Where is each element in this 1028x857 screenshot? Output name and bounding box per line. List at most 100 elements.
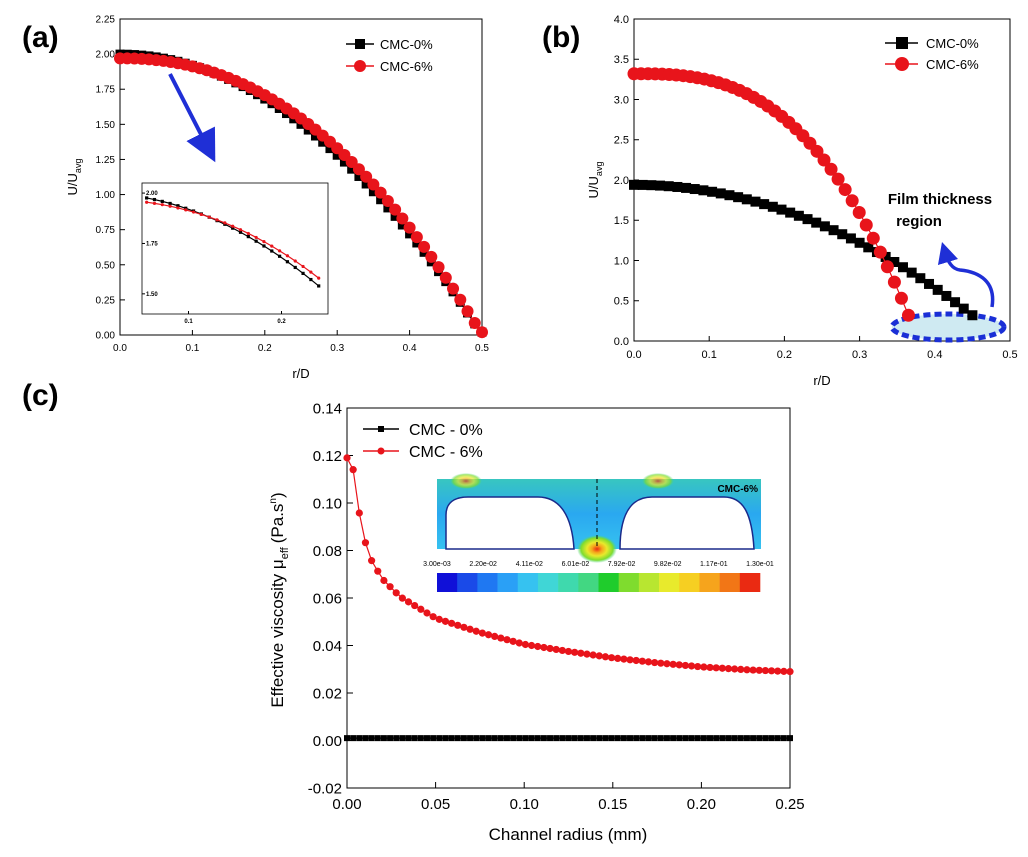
c-series-0-point-61 (719, 735, 726, 742)
a-series-1-point-41 (410, 231, 423, 244)
legend-c-marker-0 (378, 426, 384, 432)
c-series-0-point-72 (787, 735, 793, 742)
panel-c-label: (c) (22, 379, 59, 412)
legend-a-text-1: CMC-6% (380, 59, 433, 74)
panel-a-legend: CMC-0% CMC-6% (346, 37, 433, 74)
c-series-0-point-11 (411, 735, 418, 742)
b-series-1-point-30 (838, 183, 852, 197)
inset-series-0-point-18 (285, 260, 290, 264)
a-series-0-point-30 (332, 150, 342, 160)
colorbar-tick-3: 6.01e-02 (562, 561, 590, 568)
c-series-0-point-47 (633, 735, 640, 742)
panel-b-axes: 0.0 0.1 0.2 0.3 0.4 0.5 0.0 0.5 1.0 1.5 2.0 2.5 3.0 3… (614, 14, 1018, 361)
c-series-1-point-27 (509, 637, 517, 645)
c-series-1-point-11 (411, 601, 419, 610)
c-series-1-point-23 (484, 631, 493, 639)
a-series-0-point-35 (368, 187, 378, 197)
legend-a-marker-1 (354, 60, 366, 72)
c-grid-ytick-label-6: 0.10 (313, 495, 342, 512)
inset-series-1-point-1 (152, 201, 157, 205)
c-series-0-point-14 (430, 735, 437, 742)
b-series-0-point-37 (950, 297, 961, 308)
a-grid-xtick-label-3: 0.3 (330, 343, 344, 354)
b-series-0-point-30 (889, 256, 900, 267)
colorbar-cell-6 (558, 573, 579, 592)
c-series-1-point-50 (651, 658, 659, 667)
contour-label: CMC-6% (717, 484, 758, 495)
c-series-1-point-32 (540, 643, 548, 652)
c-series-1-point-16 (441, 617, 450, 625)
c-series-0-point-53 (670, 735, 677, 742)
c-series-0-point-69 (768, 735, 775, 742)
colorbar-tick-7: 1.30e-01 (746, 561, 774, 568)
c-series-1-point-13 (423, 609, 431, 617)
b-series-0-point-16 (767, 201, 778, 212)
b-series-1-point-36 (880, 260, 894, 274)
b-series-1-point-27 (817, 153, 831, 167)
c-series-1-point-61 (718, 664, 726, 672)
a-grid-xtick-label-0: 0.0 (113, 343, 127, 354)
c-series-0-point-52 (663, 735, 670, 742)
a-series-1-point-49 (468, 316, 481, 329)
a-grid-ytick-label-7: 1.75 (96, 85, 116, 96)
panel-a-xlabel: r/D (292, 366, 309, 381)
a-series-0-point-38 (390, 211, 400, 221)
c-series-0-point-20 (467, 735, 474, 742)
a-grid-ytick-label-3: 0.75 (96, 225, 116, 236)
b-series-0-point-15 (759, 199, 770, 210)
b-series-0-point-26 (854, 237, 865, 248)
c-series-0-point-0 (344, 735, 350, 742)
c-series-0-point-4 (368, 735, 375, 742)
a-grid-xtick-label-2: 0.2 (258, 343, 272, 354)
panel-c-axes: 0.00 0.05 0.10 0.15 0.20 0.25-0.020.000.020.0… (308, 400, 805, 813)
c-series-1-point-0 (343, 454, 351, 462)
inset-series-1-point-10 (223, 221, 227, 225)
a-series-1-point-36 (374, 186, 387, 199)
inset-series-1-point-2 (160, 203, 164, 207)
a-series-1-point-45 (439, 271, 452, 284)
inset-series-0-point-4 (176, 204, 180, 208)
c-series-0-point-48 (639, 735, 646, 742)
colorbar-tick-5: 9.82e-02 (654, 561, 682, 568)
c-series-1-point-39 (583, 650, 591, 658)
c-series-1-point-40 (589, 651, 597, 659)
c-series-0-point-12 (417, 735, 424, 742)
c-series-1-point-1 (349, 466, 357, 474)
inset-series-0-point-20 (301, 271, 305, 275)
b-series-0-point-0 (629, 179, 639, 190)
panel-b-ylabel-sub: avg (594, 162, 604, 177)
b-series-0-point-34 (924, 278, 935, 289)
b-series-0-point-9 (707, 186, 718, 197)
c-series-0-point-66 (750, 735, 757, 742)
contour-bubble-right (619, 496, 755, 550)
b-grid-xtick-label-4: 0.4 (927, 349, 942, 361)
c-series-1-point-62 (724, 665, 733, 673)
c-series-1-point-38 (577, 649, 585, 657)
panel-a-inset: 0.1 0.2 1.50 1.75 2.00 (142, 191, 321, 325)
c-series-1-point-34 (552, 645, 560, 654)
a-series-1-point-43 (425, 250, 438, 263)
inset-series-0-point-15 (262, 244, 266, 248)
b-series-0-point-6 (681, 182, 692, 193)
c-series-0-point-13 (423, 735, 430, 742)
panel-b-ylabel-main: U/U (586, 176, 601, 198)
contour-hotspot-center (577, 535, 617, 563)
colorbar-cell-15 (739, 573, 761, 592)
a-grid-ytick-label-6: 1.50 (96, 120, 116, 131)
c-series-1-point-31 (534, 642, 542, 651)
b-series-1-point-32 (852, 206, 866, 220)
colorbar-tick-4: 7.92e-02 (608, 561, 636, 568)
c-series-1-point-66 (749, 666, 757, 674)
c-series-0-point-43 (608, 735, 615, 742)
c-series-1-point-42 (601, 653, 610, 661)
c-series-1-point-3 (361, 539, 370, 547)
c-series-0-point-64 (737, 735, 744, 742)
inset-series-0-point-1 (152, 197, 157, 202)
a-series-1-point-33 (352, 163, 365, 176)
c-series-1-point-60 (712, 664, 720, 672)
inset-series-0-point-22 (317, 284, 321, 288)
inset-series-1-point-11 (231, 224, 235, 228)
c-series-0-point-42 (602, 735, 609, 742)
b-series-1-point-34 (866, 231, 880, 245)
